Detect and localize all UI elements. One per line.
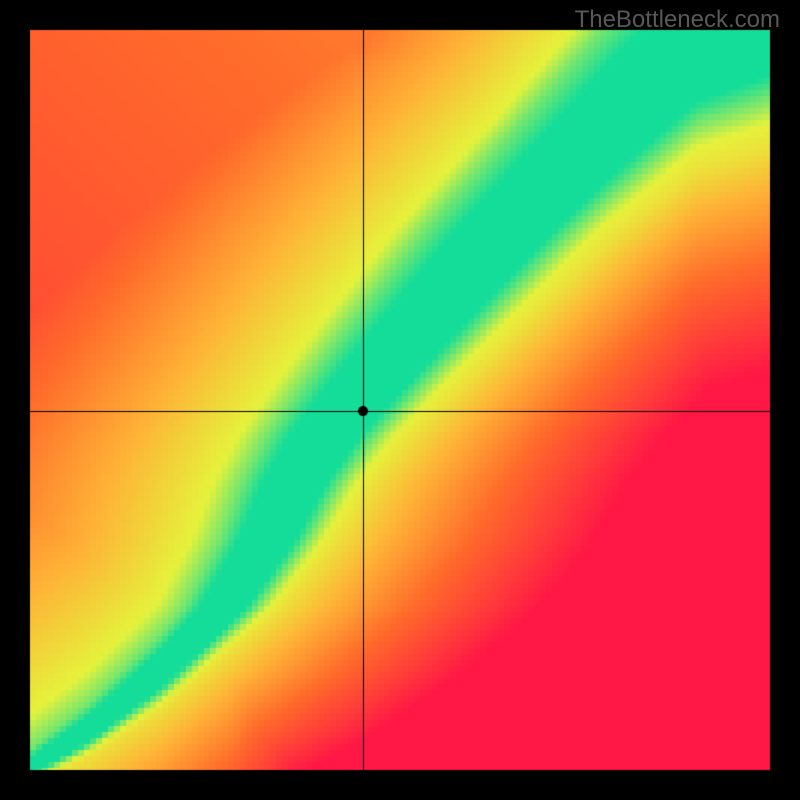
bottleneck-heatmap-chart: TheBottleneck.com	[0, 0, 800, 800]
heatmap-canvas	[0, 0, 800, 800]
watermark-text: TheBottleneck.com	[575, 6, 780, 34]
